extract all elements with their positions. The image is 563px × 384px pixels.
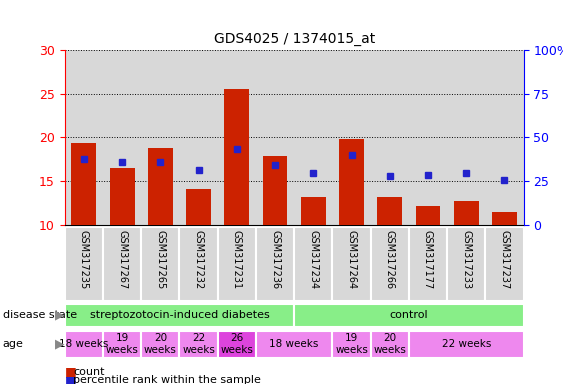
Text: 20
weeks: 20 weeks	[373, 333, 406, 355]
FancyBboxPatch shape	[103, 331, 141, 358]
Bar	[103, 50, 141, 225]
Text: GSM317234: GSM317234	[309, 230, 318, 290]
Text: GSM317264: GSM317264	[346, 230, 356, 290]
Bar	[225, 89, 249, 225]
Text: 20
weeks: 20 weeks	[144, 333, 177, 355]
Text: GSM317267: GSM317267	[117, 230, 127, 290]
FancyBboxPatch shape	[218, 331, 256, 358]
FancyBboxPatch shape	[218, 227, 256, 301]
FancyBboxPatch shape	[256, 331, 332, 358]
Bar	[180, 50, 218, 225]
FancyBboxPatch shape	[332, 331, 370, 358]
Bar	[409, 50, 447, 225]
Text: ▶: ▶	[55, 309, 65, 322]
Bar	[262, 156, 288, 225]
Text: age: age	[3, 339, 24, 349]
Text: 19
weeks: 19 weeks	[335, 333, 368, 355]
Bar	[110, 168, 135, 225]
Bar	[72, 143, 96, 225]
Text: GSM317265: GSM317265	[155, 230, 166, 290]
FancyBboxPatch shape	[409, 331, 524, 358]
Text: control: control	[390, 310, 428, 320]
FancyBboxPatch shape	[294, 227, 332, 301]
Bar	[415, 206, 440, 225]
Text: ▶: ▶	[55, 338, 65, 351]
FancyBboxPatch shape	[332, 227, 370, 301]
FancyBboxPatch shape	[370, 331, 409, 358]
FancyBboxPatch shape	[65, 227, 103, 301]
FancyBboxPatch shape	[294, 303, 524, 327]
FancyBboxPatch shape	[180, 331, 218, 358]
FancyBboxPatch shape	[370, 227, 409, 301]
Text: disease state: disease state	[3, 310, 77, 320]
Bar	[370, 50, 409, 225]
Text: 22 weeks: 22 weeks	[441, 339, 491, 349]
Text: 19
weeks: 19 weeks	[106, 333, 138, 355]
Bar	[377, 197, 402, 225]
FancyBboxPatch shape	[103, 227, 141, 301]
Text: GSM317236: GSM317236	[270, 230, 280, 290]
FancyBboxPatch shape	[447, 227, 485, 301]
FancyBboxPatch shape	[180, 227, 218, 301]
Text: GSM317237: GSM317237	[499, 230, 510, 290]
Text: GSM317231: GSM317231	[232, 230, 242, 290]
FancyBboxPatch shape	[485, 227, 524, 301]
Text: GSM317232: GSM317232	[194, 230, 204, 290]
Text: 22
weeks: 22 weeks	[182, 333, 215, 355]
Bar	[65, 50, 103, 225]
Text: 18 weeks: 18 weeks	[59, 339, 109, 349]
Text: ■: ■	[65, 374, 77, 384]
Bar	[218, 50, 256, 225]
Bar	[447, 50, 485, 225]
FancyBboxPatch shape	[141, 331, 180, 358]
Text: GSM317177: GSM317177	[423, 230, 433, 290]
Bar	[301, 197, 326, 225]
FancyBboxPatch shape	[409, 227, 447, 301]
Bar	[339, 139, 364, 225]
Text: GSM317235: GSM317235	[79, 230, 89, 290]
Bar	[492, 212, 517, 225]
Text: percentile rank within the sample: percentile rank within the sample	[73, 375, 261, 384]
Text: 18 weeks: 18 weeks	[270, 339, 319, 349]
Text: GSM317266: GSM317266	[385, 230, 395, 290]
Bar	[148, 148, 173, 225]
FancyBboxPatch shape	[256, 227, 294, 301]
Title: GDS4025 / 1374015_at: GDS4025 / 1374015_at	[213, 32, 375, 46]
FancyBboxPatch shape	[141, 227, 180, 301]
Bar	[141, 50, 180, 225]
Text: streptozotocin-induced diabetes: streptozotocin-induced diabetes	[90, 310, 269, 320]
Text: 26
weeks: 26 weeks	[220, 333, 253, 355]
FancyBboxPatch shape	[65, 303, 294, 327]
Bar	[454, 201, 479, 225]
Bar	[485, 50, 524, 225]
Bar	[294, 50, 332, 225]
FancyBboxPatch shape	[65, 331, 103, 358]
Bar	[256, 50, 294, 225]
Text: ■: ■	[65, 365, 77, 378]
Bar	[332, 50, 370, 225]
Bar	[186, 189, 211, 225]
Text: count: count	[73, 367, 105, 377]
Text: GSM317233: GSM317233	[461, 230, 471, 290]
